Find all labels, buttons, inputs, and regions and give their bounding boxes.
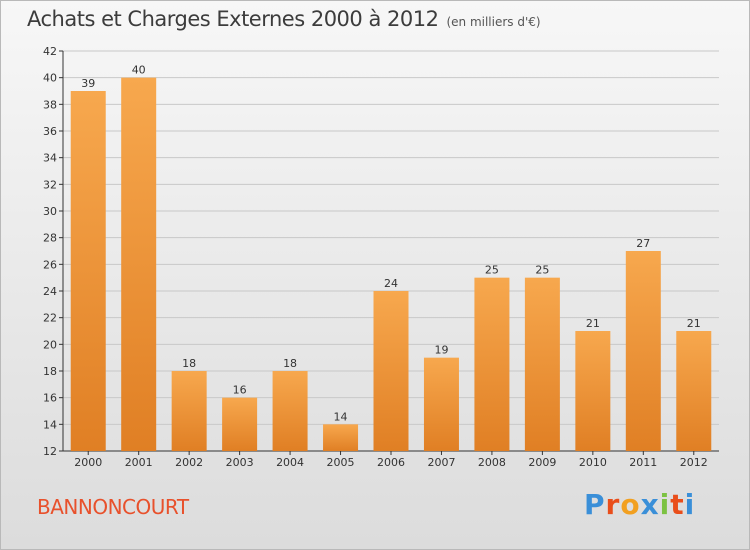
y-tick-label: 18 [43,365,57,378]
brand-letter: t [670,488,685,521]
brand-letter: i [684,488,696,521]
x-tick-label-2011: 2011 [629,456,657,469]
x-tick-label-2010: 2010 [579,456,607,469]
x-tick-label-2012: 2012 [680,456,708,469]
brand-letter: o [620,488,641,521]
data-label-2009: 25 [535,264,549,277]
data-label-2005: 14 [334,410,348,423]
x-tick-label-2003: 2003 [226,456,254,469]
bar-2012 [676,331,712,451]
data-label-2012: 21 [687,317,701,330]
bar-2002 [171,371,207,451]
bar-2009 [524,277,560,451]
y-tick-label: 20 [43,338,57,351]
x-tick-label-2002: 2002 [175,456,203,469]
y-tick-label: 16 [43,392,57,405]
y-tick-label: 42 [43,45,57,58]
chart-title: Achats et Charges Externes 2000 à 2012 (e… [27,7,541,31]
bar-2006 [373,291,409,451]
bar-2000 [70,91,106,451]
x-tick-label-2005: 2005 [327,456,355,469]
bar-2004 [272,371,308,451]
bar-2003 [222,397,258,451]
x-tick-label-2006: 2006 [377,456,405,469]
bars [70,77,712,452]
commune-name: BANNONCOURT [37,495,189,519]
bar-2005 [323,424,359,451]
chart-title-text: Achats et Charges Externes 2000 à 2012 [27,7,439,31]
brand-letter: r [605,488,621,521]
y-tick-label: 30 [43,205,57,218]
data-label-2002: 18 [182,357,196,370]
labels: 12 14 16 18 20 22 24 26 28 30 32 34 36 38 40 42 39 2000 40… [43,45,708,469]
brand-letter: x [640,488,660,521]
y-tick-label: 24 [43,285,57,298]
brand-letter: i [659,488,671,521]
y-tick-label: 32 [43,178,57,191]
y-tick-label: 14 [43,418,57,431]
data-label-2010: 21 [586,317,600,330]
y-tick-label: 26 [43,258,57,271]
proxiti-logo: Proxiti [584,488,695,521]
y-tick-label: 22 [43,312,57,325]
bar-2001 [121,77,157,452]
y-tick-label: 12 [43,445,57,458]
bar-2011 [625,251,661,451]
data-label-2000: 39 [81,77,95,90]
data-label-2001: 40 [132,64,146,77]
x-tick-label-2000: 2000 [74,456,102,469]
data-label-2008: 25 [485,264,499,277]
y-tick-label: 40 [43,72,57,85]
y-tick-label: 34 [43,152,57,165]
x-tick-label-2007: 2007 [427,456,455,469]
y-tick-label: 38 [43,98,57,111]
x-tick-label-2004: 2004 [276,456,304,469]
y-tick-label: 36 [43,125,57,138]
data-label-2011: 27 [636,237,650,250]
bar-2010 [575,331,611,451]
data-label-2007: 19 [434,344,448,357]
chart-subtitle: (en milliers d'€) [446,15,541,29]
y-tick-label: 28 [43,232,57,245]
x-tick-label-2009: 2009 [528,456,556,469]
data-label-2004: 18 [283,357,297,370]
x-tick-label-2008: 2008 [478,456,506,469]
brand-letter: P [584,488,606,521]
data-label-2006: 24 [384,277,398,290]
data-label-2003: 16 [233,384,247,397]
bar-2008 [474,277,510,451]
x-tick-label-2001: 2001 [125,456,153,469]
bar-2007 [423,357,459,451]
